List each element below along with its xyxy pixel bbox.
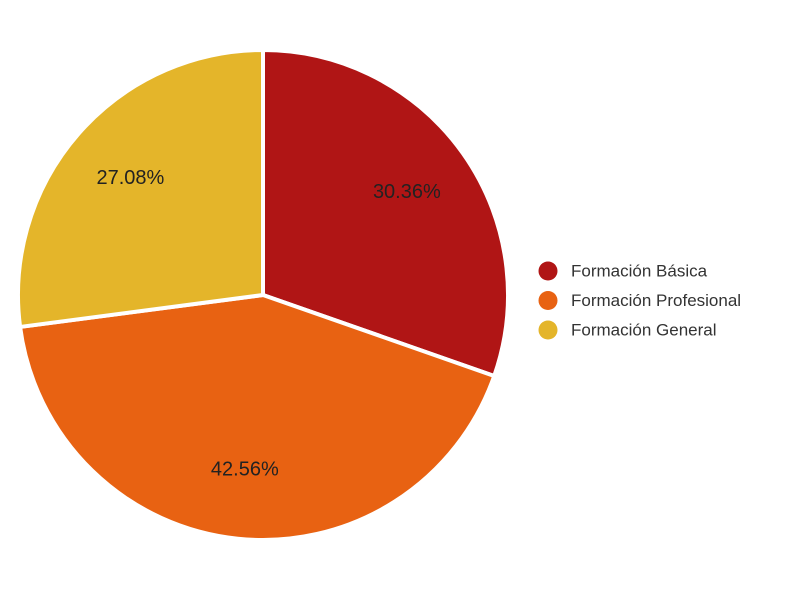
pie-slice	[261, 48, 510, 378]
legend-marker	[538, 261, 558, 281]
legend-label: Formación General	[571, 320, 717, 339]
pie-slice	[16, 48, 265, 329]
data-label: 30.36%	[373, 181, 441, 203]
data-label: 27.08%	[96, 167, 164, 189]
legend-label: Formación Básica	[571, 261, 708, 280]
pie-slice	[18, 293, 497, 542]
data-label: 42.56%	[211, 459, 279, 481]
legend-marker	[538, 320, 558, 340]
legend-marker	[538, 291, 558, 310]
legend-label: Formación Profesional	[571, 291, 741, 310]
